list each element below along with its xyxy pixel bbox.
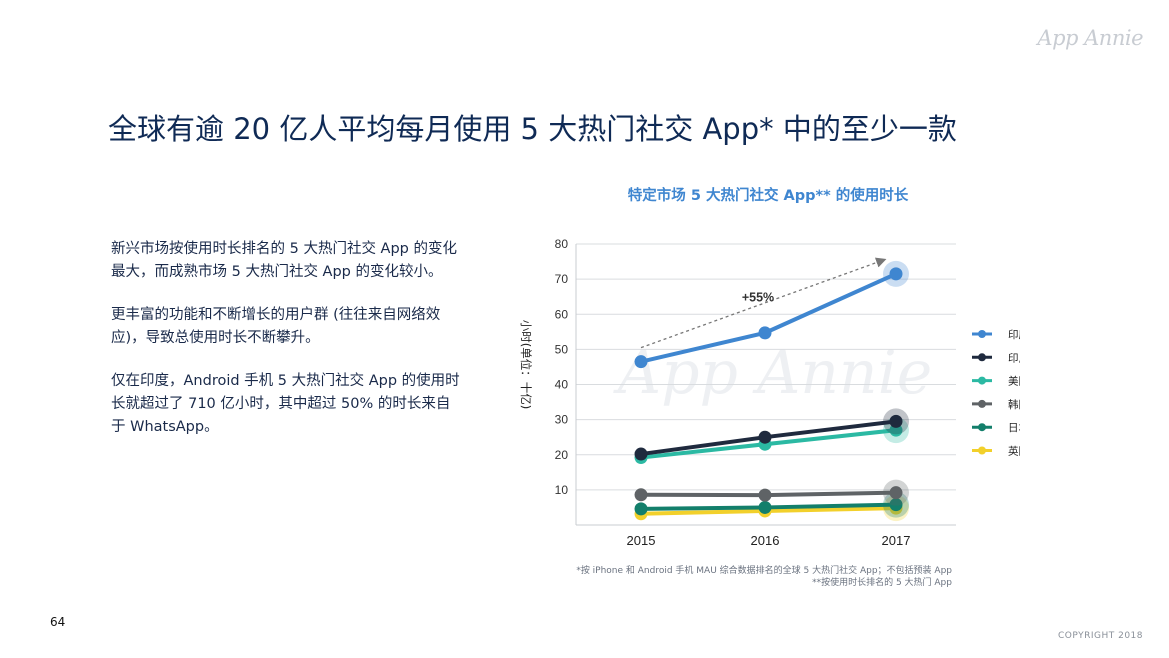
y-tick-label: 70 xyxy=(555,272,569,286)
y-tick-label: 20 xyxy=(555,448,569,462)
chart-title: 特定市场 5 大热门社交 App** 的使用时长 xyxy=(627,188,909,204)
app-annie-logo: App Annie xyxy=(1037,26,1143,50)
bullet-1: 新兴市场按使用时长排名的 5 大热门社交 App 的变化最大，而成熟市场 5 大… xyxy=(111,241,457,280)
y-tick-label: 30 xyxy=(555,413,569,427)
y-tick-label: 40 xyxy=(555,378,569,392)
page-number: 64 xyxy=(50,615,66,629)
legend-label: 英国 xyxy=(1008,445,1020,458)
legend-swatch-dot xyxy=(978,423,986,432)
data-point xyxy=(758,500,772,514)
y-axis-label: 小时(单位：十亿) xyxy=(519,320,533,409)
legend-swatch-dot xyxy=(978,330,986,338)
legend-label: 韩国 xyxy=(1008,398,1020,411)
bullet-list: 新兴市场按使用时长排名的 5 大热门社交 App 的变化最大，而成熟市场 5 大… xyxy=(111,238,461,459)
bullet-3: 仅在印度，Android 手机 5 大热门社交 App 的使用时长就超过了 71… xyxy=(111,373,460,435)
data-point xyxy=(634,355,648,369)
x-tick-label: 2015 xyxy=(627,533,656,548)
bullet-2: 更丰富的功能和不断增长的用户群 (往往来自网络效应)，导致总使用时长不断攀升。 xyxy=(111,307,441,346)
data-point xyxy=(758,430,772,444)
legend-label: 美国 xyxy=(1008,375,1020,388)
legend-swatch-dot xyxy=(978,399,986,408)
y-tick-label: 10 xyxy=(555,483,569,497)
legend-swatch-dot xyxy=(978,353,986,362)
legend-swatch-dot xyxy=(978,376,986,385)
growth-arrow xyxy=(640,257,887,349)
data-point xyxy=(889,486,903,500)
legend-label: 日本 xyxy=(1008,421,1020,434)
data-point xyxy=(634,502,648,516)
x-tick-label: 2017 xyxy=(882,533,911,548)
y-tick-label: 80 xyxy=(555,237,569,251)
copyright: COPYRIGHT 2018 xyxy=(1057,631,1143,641)
footnote-1: *按 iPhone 和 Android 手机 MAU 综合数据排名的全球 5 大… xyxy=(576,566,952,576)
data-point xyxy=(634,447,648,461)
growth-annotation: +55% xyxy=(742,291,774,305)
x-tick-label: 2016 xyxy=(751,533,780,548)
footnote-2: **按使用时长排名的 5 大热门 App xyxy=(812,578,952,588)
y-tick-label: 60 xyxy=(555,307,569,321)
line-chart: App Annie 10 20 30 40 50 60 70 80 2015 2016 2017 小时(… xyxy=(519,237,1020,548)
y-tick-label: 50 xyxy=(555,342,569,356)
watermark: App Annie xyxy=(613,338,933,408)
data-point xyxy=(889,414,903,428)
data-point xyxy=(889,267,903,281)
data-point xyxy=(889,498,903,512)
legend-label: 印度 xyxy=(1008,328,1020,341)
legend-swatch-dot xyxy=(978,446,986,455)
page-title: 全球有逾 20 亿人平均每月使用 5 大热门社交 App* 中的至少一款 xyxy=(108,112,957,146)
data-point xyxy=(758,326,772,340)
footnotes: *按 iPhone 和 Android 手机 MAU 综合数据排名的全球 5 大… xyxy=(532,565,952,589)
legend-label: 印尼 xyxy=(1008,352,1020,364)
data-point xyxy=(634,488,648,502)
data-point xyxy=(758,488,772,502)
